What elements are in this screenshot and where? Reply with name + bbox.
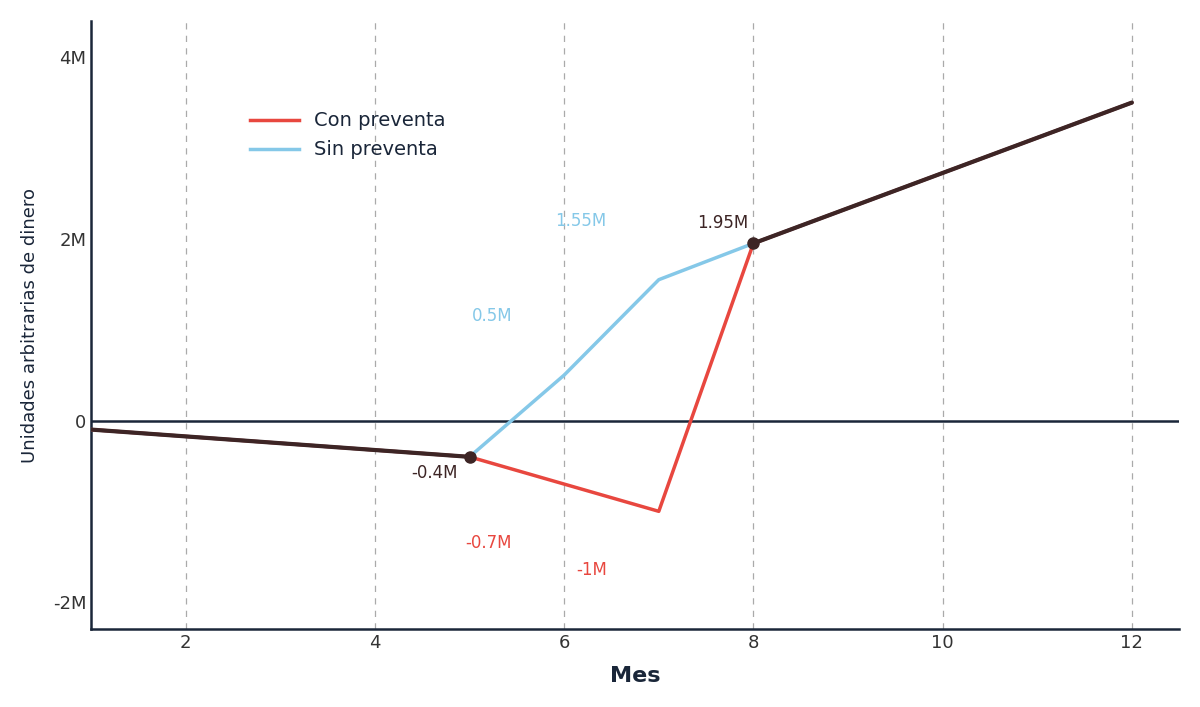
Text: 0.5M: 0.5M	[472, 307, 512, 325]
Text: 1.55M: 1.55M	[556, 212, 607, 230]
Legend: Con preventa, Sin preventa: Con preventa, Sin preventa	[242, 104, 454, 167]
Text: 1.95M: 1.95M	[697, 214, 749, 233]
Text: -1M: -1M	[576, 561, 607, 579]
Y-axis label: Unidades arbitrarias de dinero: Unidades arbitrarias de dinero	[20, 187, 38, 462]
Text: -0.7M: -0.7M	[466, 534, 512, 552]
X-axis label: Mes: Mes	[610, 666, 660, 686]
Text: -0.4M: -0.4M	[412, 464, 458, 482]
